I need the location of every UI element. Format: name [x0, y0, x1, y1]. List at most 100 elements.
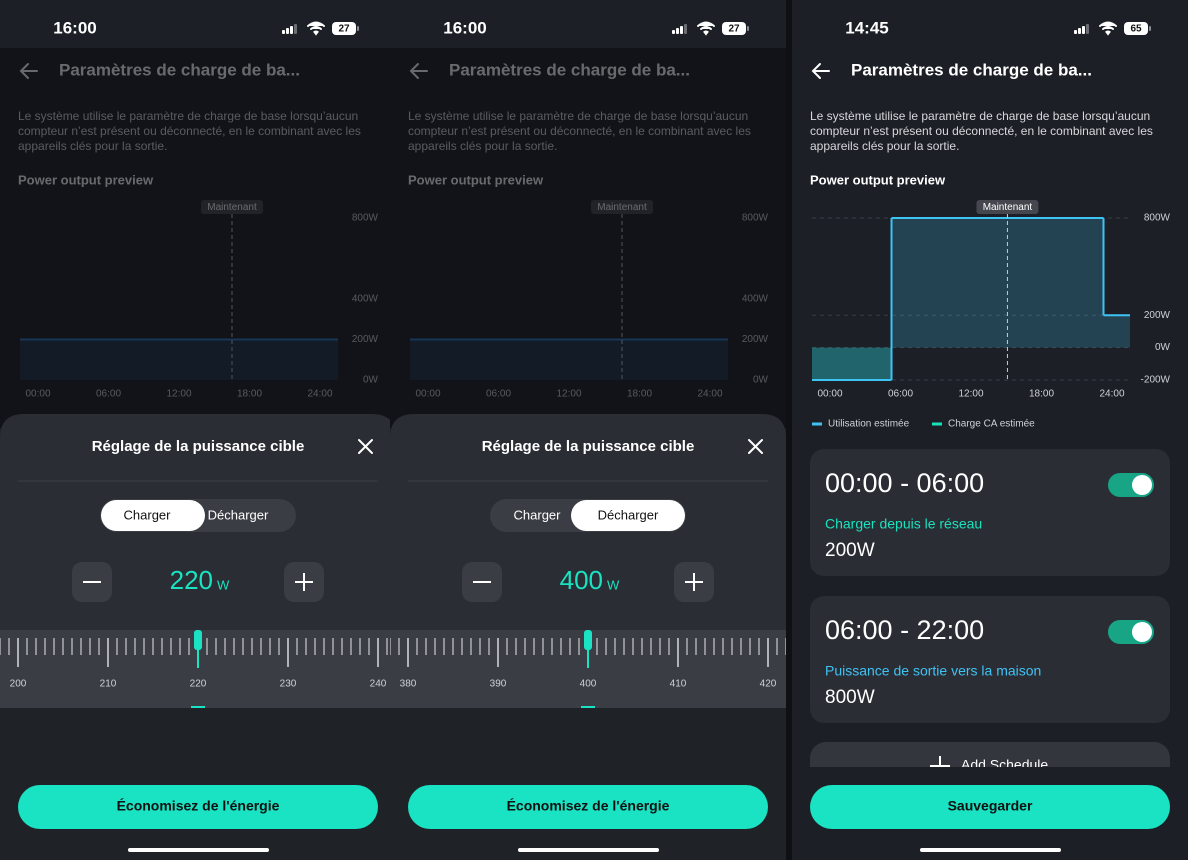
battery-level: 27	[728, 24, 740, 35]
home-indicator	[920, 848, 1061, 852]
tab-active	[101, 500, 205, 531]
wifi-icon	[1099, 21, 1117, 36]
signal-bar	[684, 24, 687, 34]
dim-overlay	[390, 48, 786, 428]
battery-level: 27	[338, 24, 350, 35]
signal-bar	[282, 30, 285, 34]
description: appareils clés pour la sortie.	[810, 139, 959, 153]
signal-bar	[290, 26, 293, 34]
phone-screen: Paramètres de charge de ba...Le système …	[390, 0, 786, 860]
save-button[interactable]	[810, 785, 1170, 829]
close-icon[interactable]	[358, 439, 373, 454]
plus-icon	[685, 573, 703, 591]
battery-nub	[357, 26, 359, 31]
section-title: Power output preview	[810, 172, 946, 187]
legend-label: Charge CA estimée	[948, 419, 1035, 430]
ruler-label: 200	[10, 679, 27, 690]
x-tick-label: 06:00	[888, 389, 913, 400]
close-icon[interactable]	[748, 439, 763, 454]
battery-nub	[747, 26, 749, 31]
area-segment	[812, 347, 892, 380]
ruler-indicator	[581, 706, 595, 708]
action-button-label: Économisez de l'énergie	[117, 798, 280, 814]
x-tick-label: 18:00	[1029, 389, 1054, 400]
toggle-knob	[1132, 622, 1152, 642]
signal-bar	[676, 28, 679, 34]
header-title: Paramètres de charge de ba...	[851, 60, 1092, 79]
home-indicator	[518, 848, 659, 852]
battery	[332, 22, 356, 35]
ruler-label: 240	[370, 679, 387, 690]
schedule-mode: Charger depuis le réseau	[825, 516, 982, 532]
ruler-handle[interactable]	[584, 630, 592, 650]
signal-bar	[286, 28, 289, 34]
target-unit: W	[217, 577, 230, 592]
area-segment	[891, 218, 1104, 348]
tab[interactable]: Charger	[514, 507, 562, 522]
save-button-label: Sauvegarder	[948, 798, 1033, 814]
action-button-label: Économisez de l'énergie	[507, 798, 670, 814]
schedule-mode: Puissance de sortie vers la maison	[825, 663, 1041, 679]
now-label: Maintenant	[983, 202, 1033, 213]
ruler-label: 390	[490, 679, 507, 690]
schedule-time: 00:00 - 06:00	[825, 468, 984, 498]
y-tick-label: 0W	[1155, 342, 1171, 353]
x-tick-label: 24:00	[1099, 389, 1124, 400]
sheet-lower	[390, 708, 786, 860]
ruler-label: 230	[280, 679, 297, 690]
signal-bar	[1074, 30, 1077, 34]
schedule-card	[810, 596, 1170, 723]
signal-bar	[1086, 24, 1089, 34]
area-segment	[1103, 315, 1130, 348]
add-schedule-card[interactable]	[810, 742, 1170, 802]
battery-nub	[1149, 26, 1151, 31]
target-value: 220	[170, 565, 213, 595]
description: Le système utilise le paramètre de charg…	[810, 109, 1150, 123]
signal-bar	[1082, 26, 1085, 34]
signal-bar	[294, 24, 297, 34]
phone-screen: Paramètres de charge de ba...Le système …	[0, 0, 396, 860]
ruler-label: 400	[580, 679, 597, 690]
x-tick-label: 12:00	[958, 389, 983, 400]
schedule-power: 200W	[825, 540, 875, 561]
dim-overlay	[0, 48, 396, 428]
status-time: 14:45	[845, 18, 888, 37]
tab[interactable]: Charger	[124, 507, 172, 522]
scroll-area: Add Schedule	[810, 742, 1170, 802]
wifi-icon	[307, 21, 325, 36]
ruler-label: 410	[670, 679, 687, 690]
ruler-label: 380	[400, 679, 417, 690]
ruler-label: 210	[100, 679, 117, 690]
tab-active	[571, 500, 685, 531]
target-unit: W	[607, 577, 620, 592]
y-tick-label: -200W	[1141, 375, 1171, 386]
schedule-time: 06:00 - 22:00	[825, 615, 984, 645]
signal-bar	[680, 26, 683, 34]
y-tick-label: 200W	[1144, 310, 1171, 321]
tab[interactable]: Décharger	[598, 507, 659, 522]
sheet-title: Réglage de la puissance cible	[482, 438, 695, 455]
signal-bar	[672, 30, 675, 34]
wifi-icon	[697, 21, 715, 36]
x-tick-label: 00:00	[817, 389, 842, 400]
back-arrow[interactable]	[811, 63, 830, 79]
status-time: 16:00	[443, 18, 486, 37]
y-tick-label: 800W	[1144, 213, 1171, 224]
battery	[1124, 22, 1148, 35]
add-schedule: Add Schedule	[961, 757, 1048, 773]
action-button[interactable]	[18, 785, 378, 829]
ruler-handle[interactable]	[194, 630, 202, 650]
home-indicator	[128, 848, 269, 852]
action-button[interactable]	[408, 785, 768, 829]
plus-icon	[930, 756, 950, 767]
area-segment	[812, 347, 892, 380]
tab[interactable]: Décharger	[208, 507, 269, 522]
toggle-knob	[1132, 475, 1152, 495]
ruler-indicator	[191, 706, 205, 708]
status-time: 16:00	[53, 18, 96, 37]
plus-icon	[295, 573, 313, 591]
now-label-bg	[976, 200, 1039, 214]
battery	[722, 22, 746, 35]
sheet-title: Réglage de la puissance cible	[92, 438, 305, 455]
